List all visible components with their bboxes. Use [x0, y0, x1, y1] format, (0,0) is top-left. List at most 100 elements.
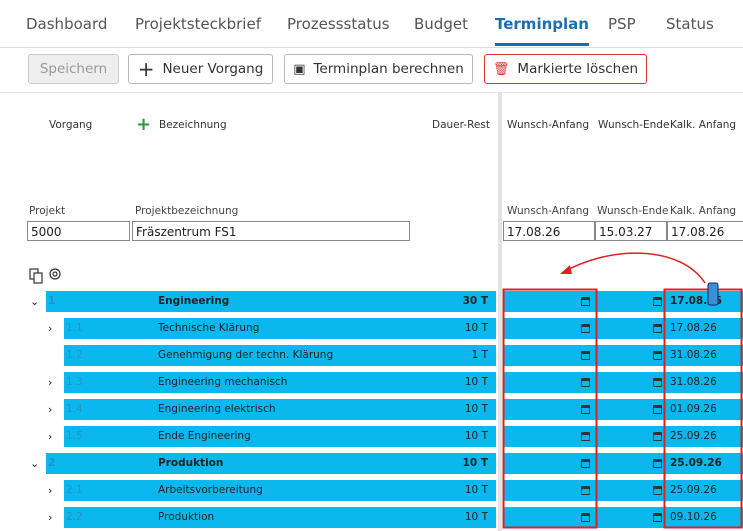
- row-toggle[interactable]: ⌄: [30, 457, 40, 470]
- row-bar[interactable]: [46, 291, 496, 312]
- row-duration: 30 T: [462, 295, 488, 307]
- row-duration: 10 T: [464, 376, 488, 388]
- row-kalk-anfang[interactable]: 31.08.26: [670, 376, 717, 388]
- row-name: Genehmigung der techn. Klärung: [158, 349, 334, 361]
- header-vorgang[interactable]: Vorgang: [49, 119, 93, 131]
- filter-input[interactable]: 17.08.26: [503, 221, 595, 241]
- row-number: 1.1: [66, 322, 83, 334]
- row-name: Engineering elektrisch: [158, 403, 276, 415]
- calendar-icon[interactable]: [581, 513, 590, 522]
- row-number: 2: [48, 457, 56, 469]
- tab[interactable]: Prozessstatus: [287, 15, 390, 33]
- row-kalk-anfang[interactable]: 09.10.26: [670, 511, 717, 523]
- calendar-icon[interactable]: [581, 405, 590, 414]
- copy-icon[interactable]: [29, 268, 39, 280]
- pane-splitter[interactable]: [498, 93, 502, 531]
- tab[interactable]: Status: [666, 15, 714, 33]
- row-duration: 1 T: [471, 349, 488, 361]
- calendar-icon[interactable]: [581, 486, 590, 495]
- row-duration: 10 T: [464, 511, 488, 523]
- row-duration: 10 T: [464, 322, 488, 334]
- tab[interactable]: PSP: [608, 15, 636, 33]
- filter-input[interactable]: 5000: [27, 221, 130, 241]
- toolbar-button[interactable]: + Neuer Vorgang: [128, 54, 273, 84]
- header-kalk-anfang[interactable]: Kalk. Anfang: [670, 119, 737, 131]
- row-name: Engineering mechanisch: [158, 376, 288, 388]
- button-label: Terminplan berechnen: [313, 61, 464, 77]
- row-bar[interactable]: [64, 372, 496, 393]
- calendar-icon[interactable]: [653, 297, 662, 306]
- row-name: Engineering: [158, 295, 230, 307]
- tab[interactable]: Projektsteckbrief: [135, 15, 261, 33]
- row-name: Technische Klärung: [158, 322, 260, 334]
- row-kalk-anfang[interactable]: 17.08.26: [670, 295, 722, 307]
- calendar-icon[interactable]: [653, 486, 662, 495]
- row-duration: 10 T: [464, 403, 488, 415]
- filter-input[interactable]: 17.08.26: [667, 221, 743, 241]
- row-toggle[interactable]: ›: [48, 511, 53, 524]
- button-label: Markierte löschen: [517, 61, 639, 77]
- header-dauer-rest[interactable]: Dauer-Rest: [432, 119, 490, 131]
- tab[interactable]: Budget: [414, 15, 468, 33]
- calendar-icon[interactable]: [653, 432, 662, 441]
- row-bar[interactable]: [64, 507, 496, 528]
- calendar-icon[interactable]: [581, 378, 590, 387]
- toolbar-button[interactable]: 🗑 Markierte löschen: [484, 54, 647, 84]
- calendar-icon[interactable]: [653, 378, 662, 387]
- calendar-icon[interactable]: [653, 459, 662, 468]
- row-toggle[interactable]: ›: [48, 322, 53, 335]
- calendar-icon[interactable]: [581, 432, 590, 441]
- row-bar[interactable]: [64, 318, 496, 339]
- filter-label: Wunsch-Ende: [597, 205, 669, 217]
- row-toggle[interactable]: ›: [48, 484, 53, 497]
- button-label: Neuer Vorgang: [162, 61, 264, 77]
- row-kalk-anfang[interactable]: 25.09.26: [670, 430, 717, 442]
- add-icon[interactable]: +: [136, 114, 152, 135]
- tab-divider: [0, 47, 743, 48]
- row-kalk-anfang[interactable]: 25.09.26: [670, 484, 717, 496]
- header-wunsch-anfang[interactable]: Wunsch-Anfang: [507, 119, 590, 131]
- calendar-icon[interactable]: [581, 297, 590, 306]
- row-name: Produktion: [158, 511, 215, 523]
- calendar-icon[interactable]: [653, 351, 662, 360]
- row-toggle[interactable]: ›: [48, 403, 53, 416]
- header-bezeichnung[interactable]: Bezeichnung: [159, 119, 227, 131]
- drag-arrow: [561, 252, 706, 284]
- header-wunsch-ende[interactable]: Wunsch-Ende: [598, 119, 670, 131]
- arrow-head: [560, 265, 572, 274]
- filter-label: Kalk. Anfang: [670, 205, 737, 217]
- calendar-icon[interactable]: [581, 324, 590, 333]
- row-name: Ende Engineering: [158, 430, 251, 442]
- calendar-icon[interactable]: [653, 513, 662, 522]
- filter-input[interactable]: 15.03.27: [595, 221, 667, 241]
- row-number: 1: [48, 295, 56, 307]
- tab[interactable]: Dashboard: [26, 15, 108, 33]
- filter-input[interactable]: Fräszentrum FS1: [132, 221, 410, 241]
- row-toggle[interactable]: ›: [48, 430, 53, 443]
- row-bar[interactable]: [64, 345, 496, 366]
- filter-label: Wunsch-Anfang: [507, 205, 590, 217]
- row-number: 1.3: [66, 376, 83, 388]
- settings-icon-core: [52, 271, 58, 277]
- calendar-icon[interactable]: [581, 459, 590, 468]
- calendar-icon[interactable]: [653, 324, 662, 333]
- row-bar[interactable]: [64, 426, 496, 447]
- row-bar[interactable]: [64, 399, 496, 420]
- row-kalk-anfang[interactable]: 31.08.26: [670, 349, 717, 361]
- toolbar-divider: [0, 92, 743, 93]
- toolbar-button[interactable]: ▣ Terminplan berechnen: [284, 54, 473, 84]
- row-name: Arbeitsvorbereitung: [158, 484, 263, 496]
- row-bar[interactable]: [46, 453, 496, 474]
- row-kalk-anfang[interactable]: 17.08.26: [670, 322, 717, 334]
- calendar-icon[interactable]: [653, 405, 662, 414]
- row-kalk-anfang[interactable]: 25.09.26: [670, 457, 722, 469]
- calendar-icon[interactable]: [581, 351, 590, 360]
- row-duration: 10 T: [464, 484, 488, 496]
- row-toggle[interactable]: ⌄: [30, 295, 40, 308]
- row-kalk-anfang[interactable]: 01.09.26: [670, 403, 717, 415]
- settings-icon[interactable]: [49, 268, 61, 280]
- row-toggle[interactable]: ›: [48, 376, 53, 389]
- tab[interactable]: Terminplan: [495, 15, 589, 46]
- row-bar[interactable]: [64, 480, 496, 501]
- filter-label: Projekt: [29, 205, 66, 217]
